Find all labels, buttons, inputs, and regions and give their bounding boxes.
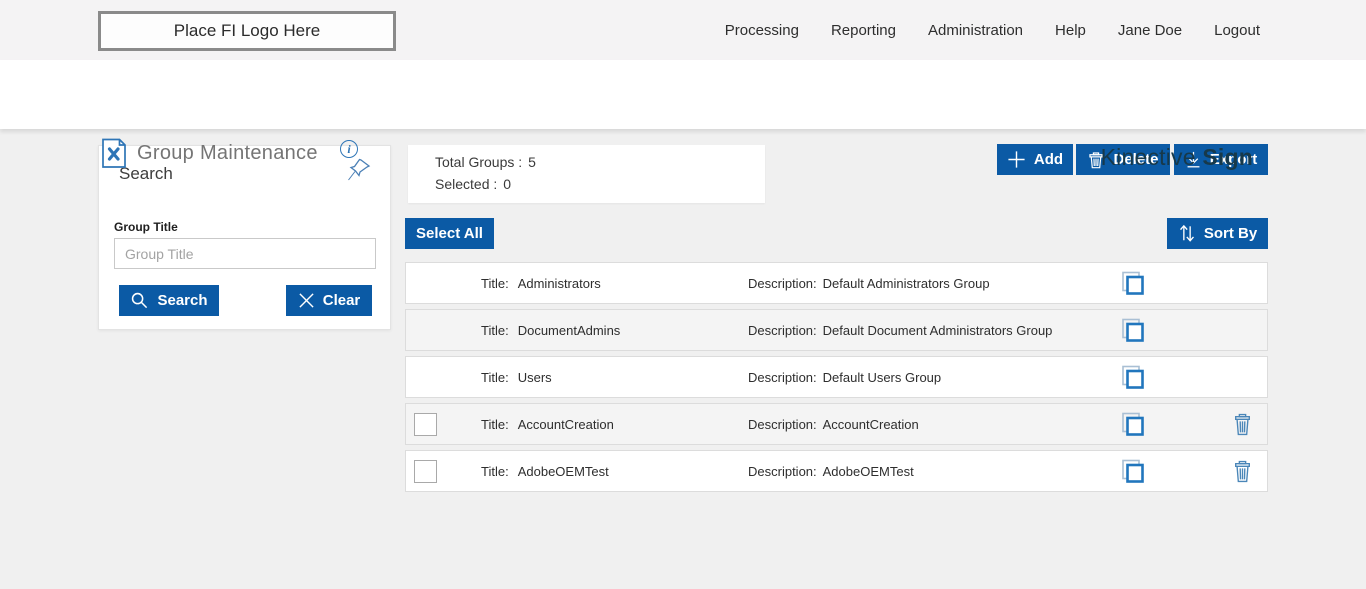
nav-help[interactable]: Help — [1055, 21, 1086, 39]
copy-icon[interactable] — [1120, 364, 1147, 396]
row-desc-label: Description: — [748, 322, 817, 338]
nav-processing[interactable]: Processing — [724, 21, 799, 39]
pin-icon[interactable] — [347, 156, 374, 191]
copy-icon[interactable] — [1120, 458, 1147, 490]
group-row-documentadmins[interactable]: Title: DocumentAdmins Description: Defau… — [405, 309, 1268, 351]
group-title-label: Group Title — [114, 220, 178, 234]
total-groups-value: 5 — [528, 154, 536, 170]
row-desc-value: AccountCreation — [822, 416, 919, 432]
info-icon[interactable]: i — [340, 140, 358, 158]
brand-name: Kinective — [1100, 144, 1196, 170]
row-delete-icon[interactable] — [1232, 413, 1253, 441]
row-title-label: Title: — [481, 463, 509, 479]
group-row-administrators[interactable]: Title: Administrators Description: Defau… — [405, 262, 1268, 304]
delete-button-label: Delete — [1113, 151, 1159, 168]
fi-logo-placeholder[interactable]: Place FI Logo Here — [98, 11, 396, 51]
select-all-label: Select All — [416, 225, 483, 242]
sort-arrows-icon — [1179, 224, 1194, 242]
row-desc-value: Default Administrators Group — [822, 275, 990, 291]
groups-summary: Total Groups : 5 Selected : 0 — [408, 145, 765, 203]
top-navigation: Processing Reporting Administration Help… — [725, 0, 1260, 60]
group-row-users[interactable]: Title: Users Description: Default Users … — [405, 356, 1268, 398]
selected-value: 0 — [503, 176, 512, 192]
clear-button-label: Clear — [322, 292, 361, 309]
download-icon — [1187, 151, 1200, 167]
clear-button[interactable]: Clear — [286, 285, 372, 316]
copy-icon[interactable] — [1120, 317, 1147, 349]
clear-x-icon — [299, 293, 314, 308]
nav-user-name[interactable]: Jane Doe — [1117, 21, 1183, 39]
search-button-label: Search — [157, 292, 208, 309]
trash-icon — [1089, 152, 1104, 169]
plus-icon — [1008, 151, 1025, 168]
select-all-button[interactable]: Select All — [405, 218, 494, 249]
export-button-label: Export — [1209, 151, 1258, 168]
add-button[interactable]: Add — [997, 144, 1073, 175]
row-desc-label: Description: — [748, 369, 817, 385]
row-title-value: Users — [517, 369, 552, 385]
row-desc-label: Description: — [748, 416, 817, 432]
total-groups-label: Total Groups : — [435, 154, 523, 170]
row-checkbox[interactable] — [414, 460, 437, 483]
top-bar: Place FI Logo Here Processing Reporting … — [0, 0, 1366, 60]
row-title-value: AdobeOEMTest — [517, 463, 609, 479]
search-panel: Search Group Title Search Clear — [98, 145, 391, 330]
row-title-label: Title: — [481, 416, 509, 432]
page-title: Group Maintenance — [137, 142, 318, 164]
search-panel-title: Search — [119, 164, 173, 183]
search-icon — [132, 292, 148, 309]
export-button[interactable]: Export — [1174, 144, 1268, 175]
row-delete-icon[interactable] — [1232, 460, 1253, 488]
row-desc-value: Default Users Group — [822, 369, 942, 385]
row-desc-value: AdobeOEMTest — [822, 463, 914, 479]
row-title-value: Administrators — [517, 275, 601, 291]
copy-icon[interactable] — [1120, 411, 1147, 443]
row-desc-label: Description: — [748, 275, 817, 291]
row-title-label: Title: — [481, 275, 509, 291]
selected-label: Selected : — [435, 176, 498, 192]
row-title-value: AccountCreation — [517, 416, 614, 432]
add-button-label: Add — [1033, 151, 1064, 168]
row-title-label: Title: — [481, 369, 509, 385]
nav-logout[interactable]: Logout — [1214, 21, 1260, 39]
group-row-adobeoemtest[interactable]: Title: AdobeOEMTest Description: AdobeOE… — [405, 450, 1268, 492]
sort-by-button[interactable]: Sort By — [1167, 218, 1268, 249]
row-title-label: Title: — [481, 322, 509, 338]
row-checkbox[interactable] — [414, 413, 437, 436]
sort-by-label: Sort By — [1203, 225, 1258, 242]
page-header: Group Maintenance i Kinective Sign — [0, 60, 1366, 170]
nav-administration[interactable]: Administration — [927, 21, 1024, 39]
row-desc-value: Default Document Administrators Group — [822, 322, 1053, 338]
brand-product: Sign — [1202, 144, 1253, 170]
delete-button[interactable]: Delete — [1076, 144, 1170, 175]
group-title-input[interactable] — [114, 238, 376, 269]
brand-logo: Kinective Sign — [1101, 144, 1253, 171]
copy-icon[interactable] — [1120, 270, 1147, 302]
search-button[interactable]: Search — [119, 285, 219, 316]
group-row-accountcreation[interactable]: Title: AccountCreation Description: Acco… — [405, 403, 1268, 445]
nav-reporting[interactable]: Reporting — [830, 21, 896, 39]
row-title-value: DocumentAdmins — [517, 322, 621, 338]
fi-logo-text: Place FI Logo Here — [173, 21, 321, 40]
group-maintenance-icon — [101, 138, 127, 174]
row-desc-label: Description: — [748, 463, 817, 479]
